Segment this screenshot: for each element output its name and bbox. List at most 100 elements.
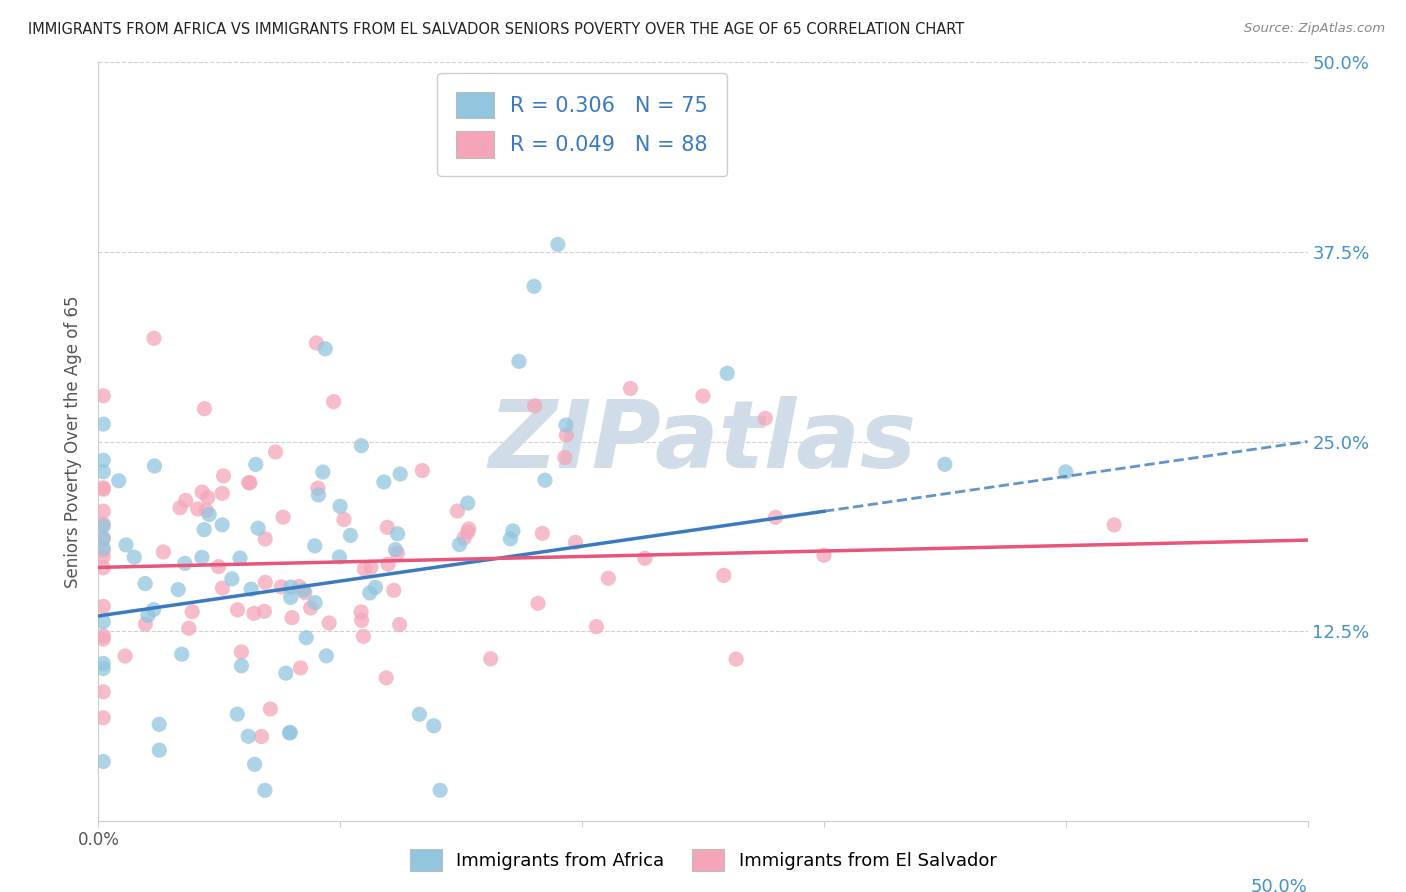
Point [598,571,620,585]
Point [555,428,578,442]
Point [278,726,301,740]
Point [231,645,253,659]
Point [299,601,322,615]
Point [360,560,382,574]
Text: 50.0%: 50.0% [1251,878,1308,892]
Point [243,757,266,772]
Point [290,661,312,675]
Point [229,551,252,566]
Point [547,237,569,252]
Point [564,535,586,549]
Point [531,526,554,541]
Point [813,548,835,563]
Point [198,508,221,522]
Point [91,561,114,575]
Point [169,500,191,515]
Point [457,496,479,510]
Point [148,717,170,731]
Point [91,543,114,558]
Point [295,631,318,645]
Point [114,648,136,663]
Point [523,399,546,413]
Point [388,617,411,632]
Point [765,510,787,524]
Point [250,730,273,744]
Point [377,557,399,571]
Point [1054,465,1077,479]
Point [91,629,114,643]
Point [170,647,193,661]
Point [91,482,114,496]
Point [240,582,263,597]
Point [181,605,204,619]
Point [91,519,114,533]
Point [278,725,301,739]
Point [375,520,398,534]
Point [239,475,262,490]
Point [253,783,276,797]
Point [247,521,270,535]
Point [148,743,170,757]
Point [429,783,451,797]
Point [259,702,281,716]
Point [634,551,657,566]
Point [387,546,409,560]
Point [226,707,249,722]
Point [280,580,302,594]
Point [322,394,344,409]
Text: IMMIGRANTS FROM AFRICA VS IMMIGRANTS FROM EL SALVADOR SENIORS POVERTY OVER THE A: IMMIGRANTS FROM AFRICA VS IMMIGRANTS FRO… [28,22,965,37]
Point [292,583,315,598]
Y-axis label: Seniors Poverty Over the Age of 65: Seniors Poverty Over the Age of 65 [65,295,83,588]
Point [382,583,405,598]
Point [449,538,471,552]
Point [238,729,260,743]
Point [195,503,218,517]
Point [115,538,138,552]
Point [91,632,114,646]
Point [307,481,329,495]
Point [499,532,522,546]
Point [453,531,475,545]
Point [134,576,156,591]
Point [713,568,735,582]
Point [122,550,145,565]
Point [457,522,479,536]
Point [329,500,352,514]
Point [211,581,233,595]
Point [152,545,174,559]
Point [91,481,114,495]
Point [318,615,340,630]
Point [423,719,446,733]
Point [270,580,292,594]
Point [523,146,546,161]
Point [91,389,114,403]
Point [91,685,114,699]
Point [328,549,350,564]
Point [143,458,166,473]
Point [193,401,215,416]
Point [274,666,297,681]
Point [619,382,641,396]
Point [555,417,578,432]
Point [350,614,373,628]
Point [211,486,233,500]
Point [333,512,356,526]
Point [91,657,114,671]
Point [271,510,294,524]
Point [238,475,260,490]
Point [91,465,114,479]
Point [143,331,166,345]
Point [197,491,219,505]
Point [585,619,607,633]
Point [91,549,114,564]
Point [364,580,387,594]
Point [350,605,373,619]
Point [191,485,214,500]
Point [91,661,114,675]
Point [177,621,200,635]
Point [353,562,375,576]
Point [288,579,311,593]
Point [1102,517,1125,532]
Point [725,652,748,666]
Point [254,575,277,590]
